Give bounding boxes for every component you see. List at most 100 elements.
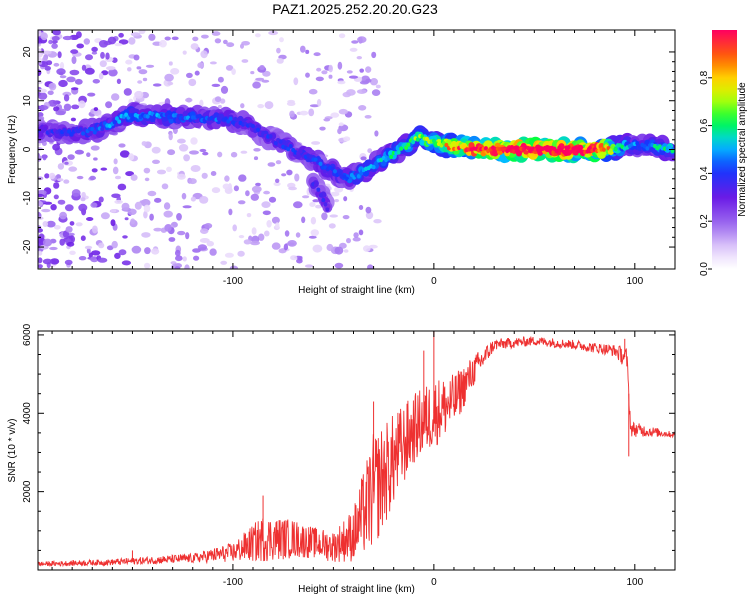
noise-blob: [123, 88, 132, 96]
noise-blob: [297, 257, 303, 261]
noise-blob: [138, 69, 148, 75]
ridge-cell: [492, 149, 499, 157]
noise-blob: [40, 32, 48, 41]
noise-blob: [259, 65, 265, 70]
noise-blob: [337, 61, 343, 70]
noise-blob: [106, 245, 114, 251]
noise-blob: [188, 78, 197, 87]
noise-blob: [118, 249, 127, 256]
noise-blob: [144, 177, 150, 182]
ridge-cell: [645, 146, 650, 151]
noise-blob: [271, 216, 280, 224]
ridge-cell: [509, 145, 514, 150]
y-tick-label: 10: [22, 95, 33, 107]
ridge-cell: [251, 123, 255, 129]
noise-blob: [63, 179, 70, 184]
noise-blob: [49, 246, 58, 251]
noise-blob: [69, 250, 76, 255]
noise-blob: [50, 258, 60, 265]
noise-blob: [98, 40, 109, 48]
noise-blob: [38, 236, 43, 244]
noise-blob: [38, 37, 42, 44]
noise-blob: [148, 33, 156, 41]
noise-blob: [51, 43, 58, 49]
ridge-cell: [286, 147, 291, 152]
branch-cell: [325, 207, 330, 212]
noise-blob: [252, 81, 261, 89]
noise-blob: [75, 222, 83, 227]
noise-blob: [240, 43, 244, 49]
noise-blob: [128, 37, 136, 45]
noise-blob: [62, 35, 73, 41]
noise-blob: [47, 90, 54, 96]
noise-blob: [190, 165, 201, 172]
noise-blob: [192, 36, 199, 42]
noise-blob: [90, 202, 98, 208]
noise-blob: [127, 67, 132, 72]
ridge-cell: [226, 119, 231, 124]
ridge-cell: [396, 150, 401, 155]
x-tick-label: -100: [223, 577, 243, 588]
noise-blob: [178, 144, 189, 152]
x-tick-label: 100: [626, 276, 643, 287]
ridge-cell: [288, 144, 293, 149]
noise-blob: [275, 178, 280, 183]
ridge-cell: [230, 120, 235, 125]
colorbar-tick-label: 0.4: [699, 166, 710, 180]
noise-blob: [229, 265, 238, 269]
noise-blob: [91, 51, 98, 55]
noise-blob: [98, 242, 105, 249]
noise-blob: [176, 213, 182, 221]
noise-blob: [267, 162, 276, 167]
noise-blob: [182, 256, 187, 262]
noise-blob: [365, 206, 372, 214]
noise-blob: [288, 186, 297, 191]
noise-blob: [161, 183, 169, 190]
noise-blob: [164, 36, 171, 41]
noise-blob: [97, 257, 108, 263]
noise-blob: [177, 230, 186, 236]
noise-blob: [278, 248, 287, 254]
y-tick-label: 6000: [22, 323, 33, 346]
noise-blob: [38, 48, 42, 52]
y-axis-label: Frequency (Hz): [7, 115, 18, 184]
noise-blob: [48, 99, 58, 107]
noise-blob: [125, 171, 134, 177]
noise-blob: [181, 192, 187, 200]
noise-blob: [211, 187, 221, 194]
noise-blob: [114, 199, 123, 204]
noise-blob: [92, 225, 98, 234]
noise-blob: [206, 240, 214, 247]
ridge-cell: [278, 139, 283, 144]
noise-blob: [294, 173, 300, 182]
noise-blob: [86, 247, 91, 254]
noise-blob: [197, 244, 207, 251]
noise-blob: [358, 36, 363, 44]
y-axis-label: SNR (10 * v/v): [7, 419, 18, 483]
noise-blob: [80, 235, 86, 241]
noise-blob: [253, 156, 259, 161]
noise-blob: [211, 31, 221, 36]
noise-blob: [167, 81, 174, 86]
noise-blob: [367, 264, 374, 269]
noise-blob: [144, 262, 151, 269]
noise-blob: [149, 213, 154, 221]
noise-blob: [310, 229, 319, 237]
noise-blob: [124, 217, 129, 221]
noise-blob: [237, 250, 245, 257]
noise-blob: [250, 193, 259, 201]
noise-blob: [371, 89, 381, 96]
noise-blob: [233, 185, 239, 192]
noise-blob: [334, 262, 344, 269]
noise-blob: [310, 216, 317, 225]
noise-blob: [59, 238, 65, 246]
noise-blob: [273, 181, 281, 187]
noise-blob: [309, 104, 320, 108]
noise-blob: [328, 74, 333, 79]
ridge-cell: [411, 139, 416, 145]
noise-blob: [59, 75, 67, 79]
noise-blob: [170, 68, 180, 75]
noise-blob: [105, 101, 113, 109]
noise-blob: [174, 266, 181, 269]
noise-blob: [154, 197, 162, 203]
